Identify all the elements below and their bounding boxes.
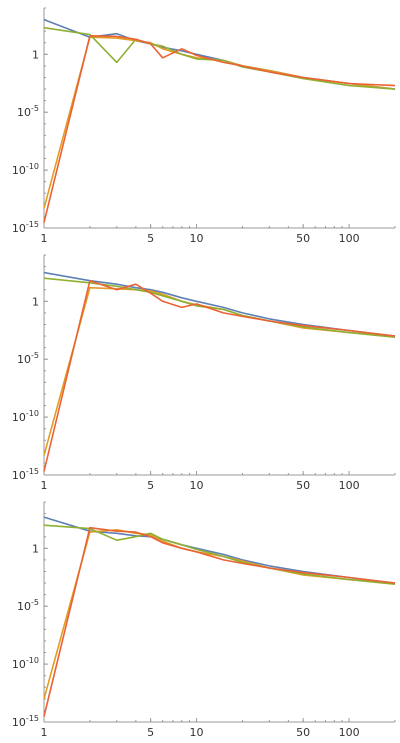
x-tick-label: 100 <box>339 232 360 245</box>
x-tick-label: 1 <box>41 726 48 739</box>
series-line-green <box>43 524 396 585</box>
series-line-green <box>43 277 396 338</box>
x-tick-label: 1 <box>41 479 48 492</box>
series-line-blue <box>43 516 396 584</box>
y-tick-label: 10-5 <box>17 351 39 366</box>
x-tick-label: 50 <box>296 726 310 739</box>
x-tick-label: 5 <box>147 232 154 245</box>
series-line-yellow <box>43 36 396 209</box>
x-tick-label: 10 <box>190 479 204 492</box>
x-tick-label: 50 <box>296 479 310 492</box>
y-tick-label: 10-15 <box>12 714 39 729</box>
x-tick-label: 5 <box>147 479 154 492</box>
y-tick-label: 10-10 <box>12 656 39 671</box>
series-line-green <box>43 26 396 90</box>
series-line-red <box>43 526 396 717</box>
y-tick-label: 1 <box>32 542 39 555</box>
x-tick-label: 1 <box>41 232 48 245</box>
y-tick-label: 10-10 <box>12 162 39 177</box>
x-tick-label: 100 <box>339 726 360 739</box>
x-tick-label: 100 <box>339 479 360 492</box>
x-tick-label: 10 <box>190 726 204 739</box>
x-tick-label: 5 <box>147 726 154 739</box>
x-tick-label: 10 <box>190 232 204 245</box>
y-tick-label: 10-5 <box>17 598 39 613</box>
chart-panel-3: 1 5 10 50 100 10-15 10-10 10-5 1 <box>12 501 396 739</box>
series-line-yellow <box>43 286 396 456</box>
series-line-blue <box>43 271 396 337</box>
x-tick-label: 50 <box>296 232 310 245</box>
y-tick-label: 10-15 <box>12 220 39 235</box>
chart-panel-2: 1 5 10 50 100 10-15 10-10 10-5 1 <box>12 254 396 492</box>
y-tick-label: 1 <box>32 48 39 61</box>
y-tick-label: 10-5 <box>17 104 39 119</box>
y-tick-label: 1 <box>32 295 39 308</box>
chart-panel-1: 1 5 10 50 100 10-15 10-10 10-5 1 <box>12 7 396 245</box>
y-tick-label: 10-15 <box>12 467 39 482</box>
series-line-red <box>43 279 396 472</box>
series-line-red <box>43 35 396 223</box>
y-tick-label: 10-10 <box>12 409 39 424</box>
series-line-blue <box>43 18 396 90</box>
